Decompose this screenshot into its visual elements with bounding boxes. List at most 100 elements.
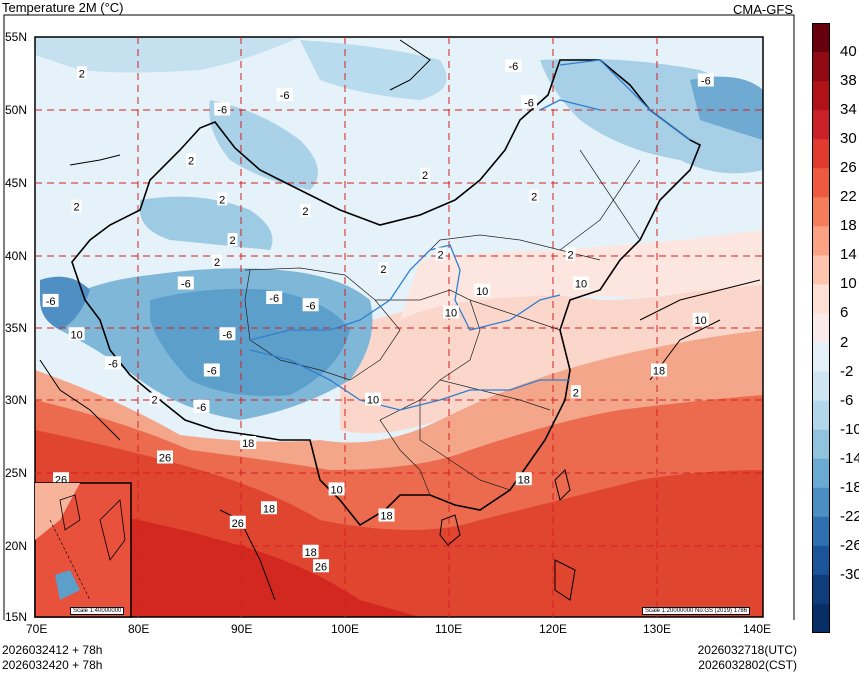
contour-label: 2	[302, 206, 308, 218]
contour-label-bg	[697, 73, 714, 87]
colorbar-tick-label: -6	[840, 391, 854, 409]
scale-inset: Scale 1:40000000	[70, 607, 125, 615]
colorbar-tick-label: 30	[840, 130, 857, 148]
contour-label-bg	[240, 436, 257, 449]
lat-label-15n: 15N	[5, 610, 28, 624]
colorbar-swatch	[812, 458, 830, 489]
contour-label: 10	[476, 286, 488, 298]
colorbar-swatch	[812, 139, 830, 169]
contour-label: -6	[701, 76, 711, 88]
contour-label: 2	[531, 192, 537, 204]
contour-label: -6	[223, 329, 233, 341]
contour-label: -6	[46, 296, 56, 308]
contour-label: -6	[108, 358, 118, 370]
temperature-field	[35, 37, 763, 617]
lon-label-90e: 90E	[231, 622, 253, 636]
contour-label-bg	[53, 472, 69, 486]
contour-label-bg	[149, 392, 160, 406]
contour-label: 2	[219, 194, 225, 206]
colorbar-tick-label: 38	[840, 72, 857, 90]
contour-label: 10	[70, 329, 82, 341]
contour-label-bg	[276, 88, 293, 101]
colorbar-swatch	[812, 23, 830, 53]
colorbar-swatch	[812, 400, 830, 431]
contour-label-bg	[565, 247, 576, 261]
lat-label-50n: 50N	[5, 103, 28, 117]
contour-label-bg	[229, 515, 246, 529]
contour-label: 18	[263, 503, 275, 515]
contour-label: 2	[214, 257, 220, 269]
colorbar-swatch	[812, 603, 830, 633]
contour-label: 2	[438, 250, 444, 262]
init-time-utc: 2026032412 + 78h	[2, 643, 103, 657]
colorbar-swatch	[812, 52, 830, 82]
lat-label-55n: 55N	[5, 30, 28, 44]
colorbar-tick-label: 2	[840, 333, 849, 351]
contour-label-bg	[529, 189, 540, 203]
contour-label: 26	[315, 561, 327, 573]
colorbar-swatch	[812, 168, 830, 198]
contour-label-bg	[219, 327, 236, 341]
graticule	[35, 37, 763, 617]
contour-label: 10	[445, 308, 457, 320]
valid-time-cst: 2026032802(CST)	[698, 658, 797, 672]
contour-label-bg	[505, 59, 522, 72]
colorbar-swatch	[812, 255, 830, 285]
contour-label: 18	[380, 511, 392, 523]
contour-label: 26	[232, 518, 244, 530]
map-title: Temperature 2M (°C)	[2, 0, 124, 15]
contour-label-bg	[651, 363, 667, 377]
map-area: 2-6-622222222222-6-6-6-6-6-6-6-6-6-6-610…	[3, 14, 795, 620]
contour-label: -6	[181, 279, 191, 291]
figure-frame	[3, 14, 795, 620]
contour-label: -6	[509, 61, 519, 73]
contour-label: 2	[152, 395, 158, 407]
contour-label-bg	[266, 291, 283, 304]
contour-label: -6	[269, 293, 279, 305]
colorbar-tick-label: 6	[840, 304, 849, 322]
colorbar-swatch	[812, 429, 830, 460]
colorbar-tick-label: -2	[840, 362, 854, 380]
lat-label-25n: 25N	[5, 466, 28, 480]
contour-label: 26	[159, 453, 171, 465]
contour-label-bg	[261, 501, 277, 515]
colorbar-tick-label: 34	[840, 101, 857, 119]
lat-label-45n: 45N	[5, 176, 28, 190]
colorbar-swatch	[812, 110, 830, 140]
scale-main: Scale 1:20000000 No:GS (2019) 1786	[642, 607, 751, 615]
contour-label: 10	[694, 315, 706, 327]
contour-label: 18	[518, 474, 530, 486]
lat-label-20n: 20N	[5, 539, 28, 553]
colorbar-tick-label: 10	[840, 275, 857, 293]
model-source: CMA-GFS	[733, 2, 793, 17]
contour-label: -6	[524, 97, 534, 109]
lon-label-110e: 110E	[435, 622, 463, 636]
valid-time-utc: 2026032718(UTC)	[697, 643, 797, 657]
contour-label-bg	[105, 356, 121, 370]
contour-label: 18	[242, 438, 254, 450]
contour-label: 10	[330, 484, 342, 496]
inset-map	[34, 482, 132, 618]
contour-label-bg	[71, 199, 82, 213]
lon-label-140e: 140E	[743, 622, 772, 636]
contour-label: 2	[230, 235, 236, 247]
colorbar-tick-label: -22	[840, 507, 859, 525]
lon-label-80e: 80E	[128, 622, 150, 636]
colorbar-swatch	[812, 545, 830, 576]
contour-label: 2	[188, 155, 194, 167]
contour-label-bg	[378, 508, 395, 522]
colorbar-swatch	[812, 81, 830, 111]
contour-label: 2	[422, 170, 428, 182]
map-frame	[34, 36, 764, 618]
contour-label: 10	[367, 395, 379, 407]
colorbar-tick-label: -14	[840, 449, 859, 467]
colorbar-tick-label: 26	[840, 159, 857, 177]
province-boundaries	[244, 149, 641, 496]
contour-label-bg	[570, 385, 581, 399]
coastlines	[39, 39, 761, 601]
contour-label-bg	[692, 312, 709, 326]
contour-label-bg	[214, 102, 231, 116]
contour-label-bg	[420, 167, 430, 181]
contour-label: 2	[568, 250, 574, 262]
colorbar-swatch	[812, 284, 830, 314]
